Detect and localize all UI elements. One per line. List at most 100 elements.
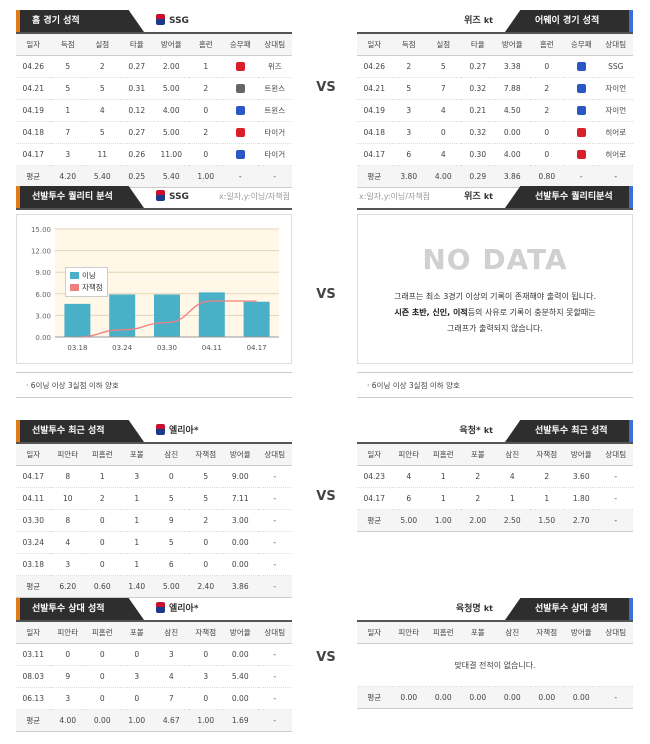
table-cell: 1 bbox=[119, 487, 154, 510]
pitcher-vs-right-tab: 선발투수 상대 성적 bbox=[505, 598, 633, 620]
vs-label: VS bbox=[316, 489, 336, 504]
cell-date: 04.18 bbox=[16, 121, 51, 144]
table-row: 04.18 7 5 0.27 5.00 2 타이거 bbox=[16, 121, 292, 144]
cell-hr: 0 bbox=[529, 143, 564, 166]
empty-message: 맞대결 전적이 없습니다. bbox=[357, 643, 633, 687]
cell-allowed: 2 bbox=[85, 55, 120, 78]
cell-era: 4.00 bbox=[495, 143, 530, 166]
column-header: 피홈런 bbox=[85, 622, 120, 644]
table-cell: 0.00 bbox=[223, 553, 258, 576]
pitcher-vs-left-panel: 선발투수 상대 성적 엘리아* 일자 피안타 피홈런 포볼 삼진 자책점 방어율 상대팀 03… bbox=[16, 598, 292, 732]
win-badge-icon bbox=[576, 84, 586, 94]
line-earned-runs bbox=[77, 300, 257, 338]
cell-avg: 0.26 bbox=[119, 143, 154, 166]
average-cell: - bbox=[257, 575, 292, 597]
cell-avg: 0.12 bbox=[119, 99, 154, 122]
average-row: 평균 5.00 1.00 2.00 2.50 1.50 2.70- bbox=[357, 509, 633, 531]
column-header: 피안타 bbox=[50, 622, 85, 644]
loss-badge-icon bbox=[235, 128, 245, 138]
cell-allowed: 5 bbox=[85, 77, 120, 100]
chart-legend: 이닝 자책점 bbox=[65, 267, 108, 297]
average-cell: 0.29 bbox=[460, 165, 495, 187]
table-row: 03.30 8 0 1 9 2 3.00- bbox=[16, 509, 292, 532]
cell-allowed: 4 bbox=[85, 99, 120, 122]
quality-chart-box: 0.00 3.00 6.00 9.00 12.00 15.00 03.18 03.24 03.3… bbox=[16, 214, 292, 364]
cell-date: 04.17 bbox=[16, 143, 51, 166]
away-record-tab: 어웨이 경기 성적 bbox=[505, 10, 633, 32]
table-cell: 2 bbox=[85, 487, 120, 510]
pitcher-recent-right-table: 일자 피안타 피홈런 포볼 삼진 자책점 방어율 상대팀 04.23 4 1 2 4 2 3.60-04.… bbox=[357, 444, 633, 531]
column-header: 상대팀 bbox=[598, 622, 633, 644]
result-cell bbox=[223, 121, 258, 144]
table-cell: 3 bbox=[119, 465, 154, 488]
average-cell: 3.86 bbox=[495, 165, 530, 187]
column-header: 상대팀 bbox=[598, 34, 633, 56]
column-header: 피안타 bbox=[391, 444, 426, 466]
table-cell: 3 bbox=[188, 665, 223, 688]
average-cell: - bbox=[598, 509, 633, 531]
table-cell: 0.00 bbox=[223, 687, 258, 710]
average-cell: 평균 bbox=[357, 509, 392, 531]
cell-date: 04.19 bbox=[16, 99, 51, 122]
table-row: 03.18 3 0 1 6 0 0.00- bbox=[16, 553, 292, 576]
cell-era: 0.00 bbox=[495, 121, 530, 144]
cell-allowed: 5 bbox=[426, 55, 461, 78]
pitcher-vs-right-name: 육청명 kt bbox=[455, 604, 493, 614]
average-cell: - bbox=[257, 165, 292, 187]
cell-avg: 0.27 bbox=[460, 55, 495, 78]
cell-opp: 타이거 bbox=[257, 121, 292, 144]
table-cell: 04.17 bbox=[357, 487, 392, 510]
cell-era: 2.00 bbox=[154, 55, 189, 78]
ssg-logo-icon bbox=[156, 190, 165, 201]
table-row: 04.18 3 0 0.32 0.00 0 히어로 bbox=[357, 121, 633, 144]
average-row: 평균 6.20 0.60 1.40 5.00 2.40 3.86- bbox=[16, 575, 292, 597]
table-row: 04.26 2 5 0.27 3.38 0 SSG bbox=[357, 55, 633, 78]
average-cell: 2.50 bbox=[495, 509, 530, 531]
table-cell: 0.00 bbox=[223, 643, 258, 666]
average-cell: 평균 bbox=[16, 575, 51, 597]
column-header: 포볼 bbox=[460, 444, 495, 466]
table-cell: 04.23 bbox=[357, 465, 392, 488]
loss-badge-icon bbox=[576, 128, 586, 138]
column-header: 방어율 bbox=[564, 622, 599, 644]
table-cell: 04.17 bbox=[16, 465, 51, 488]
column-header: 득점 bbox=[50, 34, 85, 56]
average-cell: 3.86 bbox=[223, 575, 258, 597]
table-cell: 0 bbox=[188, 643, 223, 666]
average-cell: 0.00 bbox=[85, 709, 120, 731]
table-cell: 0.00 bbox=[223, 531, 258, 554]
average-cell: 4.67 bbox=[154, 709, 189, 731]
average-cell: 5.40 bbox=[85, 165, 120, 187]
cell-allowed: 5 bbox=[85, 121, 120, 144]
cell-era: 3.38 bbox=[495, 55, 530, 78]
result-cell bbox=[564, 77, 599, 100]
x-tick-label: 03.24 bbox=[112, 344, 133, 352]
result-cell bbox=[223, 55, 258, 78]
table-cell: 4 bbox=[50, 531, 85, 554]
column-header: 자책점 bbox=[188, 444, 223, 466]
cell-runs: 5 bbox=[50, 55, 85, 78]
cell-hr: 2 bbox=[188, 121, 223, 144]
average-cell: 1.00 bbox=[119, 709, 154, 731]
away-record-table: 일자 득점 실점 타율 방어율 홈런 승무패 상대팀 04.26 2 5 0.27 3.38 0 SSG 0… bbox=[357, 34, 633, 187]
column-header: 피안타 bbox=[391, 622, 426, 644]
column-header: 포볼 bbox=[119, 622, 154, 644]
away-record-panel: 위즈 kt 어웨이 경기 성적 일자 득점 실점 타율 방어율 홈런 승무패 상대팀 04.2… bbox=[357, 10, 633, 188]
average-cell: 0.00 bbox=[391, 686, 426, 708]
cell-runs: 3 bbox=[50, 143, 85, 166]
column-header: 피홈런 bbox=[426, 622, 461, 644]
column-header: 포볼 bbox=[119, 444, 154, 466]
y-tick-label: 3.00 bbox=[35, 312, 51, 320]
no-data-title: NO DATA bbox=[422, 243, 568, 276]
pitcher-recent-right-name: 육청* kt bbox=[459, 426, 493, 436]
away-team-name: 위즈 kt bbox=[464, 16, 493, 26]
column-header: 피홈런 bbox=[85, 444, 120, 466]
column-header: 일자 bbox=[357, 34, 392, 56]
average-cell: 0.60 bbox=[85, 575, 120, 597]
column-header: 홈런 bbox=[529, 34, 564, 56]
table-cell: - bbox=[257, 643, 292, 666]
result-cell bbox=[223, 99, 258, 122]
average-cell: 1.00 bbox=[188, 165, 223, 187]
pitcher-recent-right-tab: 선발투수 최근 성적 bbox=[505, 420, 633, 442]
table-cell: 04.11 bbox=[16, 487, 51, 510]
